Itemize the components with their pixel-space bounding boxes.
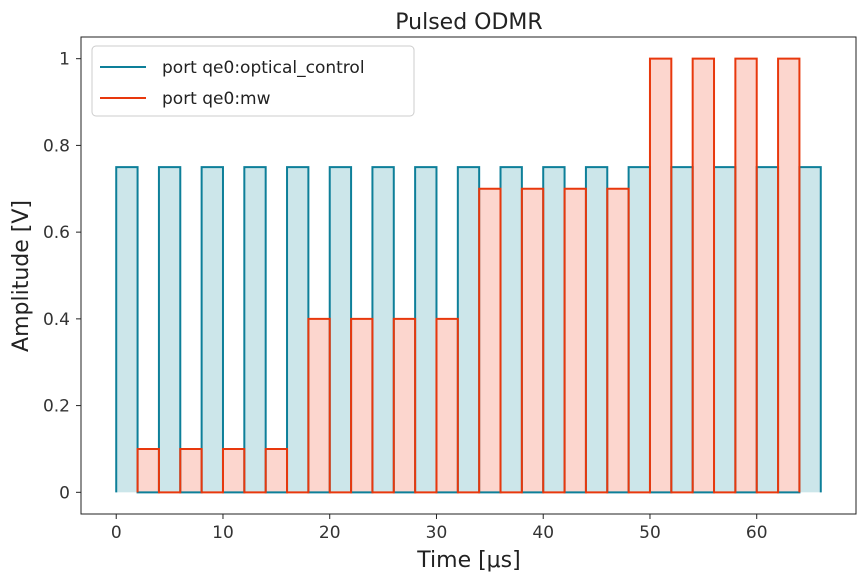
pulse-fill-s1-5 <box>351 318 373 493</box>
pulse-fill-s1-7 <box>436 318 458 493</box>
pulse-fill-s0-0 <box>116 167 138 493</box>
pulse-fill-s1-9 <box>521 188 544 493</box>
y-tick-label-0.8: 0.8 <box>43 136 70 156</box>
legend: port qe0:optical_control port qe0:mw <box>91 45 415 117</box>
pulse-lines <box>115 57 822 494</box>
x-tick-label-20: 20 <box>319 523 341 543</box>
y-tick-label-0.6: 0.6 <box>43 223 70 243</box>
pulse-fill-s0-9 <box>500 167 522 493</box>
pulse-fill-s1-1 <box>180 448 202 493</box>
pulse-fill-s0-12 <box>628 167 650 493</box>
pulse-fill-s1-0 <box>137 448 159 493</box>
pulse-fill-s0-2 <box>201 167 223 493</box>
pulse-fill-s0-5 <box>329 167 352 493</box>
y-tick-label-1: 1 <box>59 50 70 70</box>
pulse-fill-s0-6 <box>372 167 394 493</box>
x-tick-label-30: 30 <box>426 523 448 543</box>
legend-label-mw: port qe0:mw <box>162 89 271 109</box>
pulse-fill-s0-13 <box>671 167 693 493</box>
pulse-fill-s1-12 <box>649 58 672 493</box>
x-tick-label-0: 0 <box>111 523 122 543</box>
pulse-fill-s1-11 <box>607 188 629 493</box>
pulse-fills <box>116 58 821 493</box>
x-tick-label-60: 60 <box>746 523 768 543</box>
legend-label-optical-control: port qe0:optical_control <box>162 58 365 78</box>
pulse-fill-s0-16 <box>799 167 821 493</box>
pulse-fill-s1-10 <box>564 188 586 493</box>
pulse-fill-s0-3 <box>244 167 266 493</box>
pulse-fill-s1-6 <box>393 318 416 493</box>
x-tick-label-10: 10 <box>212 523 234 543</box>
y-axis-label: Amplitude [V] <box>9 200 34 352</box>
x-tick-label-40: 40 <box>532 523 554 543</box>
pulse-fill-s0-11 <box>585 167 608 493</box>
x-axis-label: Time [μs] <box>416 548 520 573</box>
pulse-fill-s0-7 <box>415 167 437 493</box>
y-axis: 0 0.2 0.4 0.6 0.8 1 <box>43 50 81 503</box>
pulse-fill-s0-10 <box>543 167 565 493</box>
pulse-fill-s1-2 <box>222 448 245 493</box>
series-line-mw <box>136 57 801 494</box>
y-tick-label-0: 0 <box>59 483 70 503</box>
x-tick-label-50: 50 <box>639 523 661 543</box>
pulse-fill-s1-15 <box>778 58 800 493</box>
pulse-fill-s1-8 <box>479 188 501 493</box>
pulse-fill-s0-8 <box>457 167 480 493</box>
pulse-fill-s0-1 <box>158 167 181 493</box>
y-tick-label-0.2: 0.2 <box>43 397 70 417</box>
x-axis: 0 10 20 30 40 50 60 <box>111 514 768 543</box>
pulse-fill-s1-14 <box>735 58 757 493</box>
pulse-fill-s0-4 <box>287 167 309 493</box>
pulse-fill-s0-14 <box>714 167 736 493</box>
pulse-fill-s1-13 <box>692 58 715 493</box>
pulse-fill-s0-15 <box>756 167 779 493</box>
pulse-fill-s1-3 <box>265 448 288 493</box>
plot-frame <box>80 36 857 515</box>
legend-box <box>91 45 415 117</box>
pulse-fill-s1-4 <box>308 318 330 493</box>
chart-title: Pulsed ODMR <box>395 10 542 35</box>
series-line-optical-control <box>115 166 822 494</box>
y-tick-label-0.4: 0.4 <box>43 310 70 330</box>
